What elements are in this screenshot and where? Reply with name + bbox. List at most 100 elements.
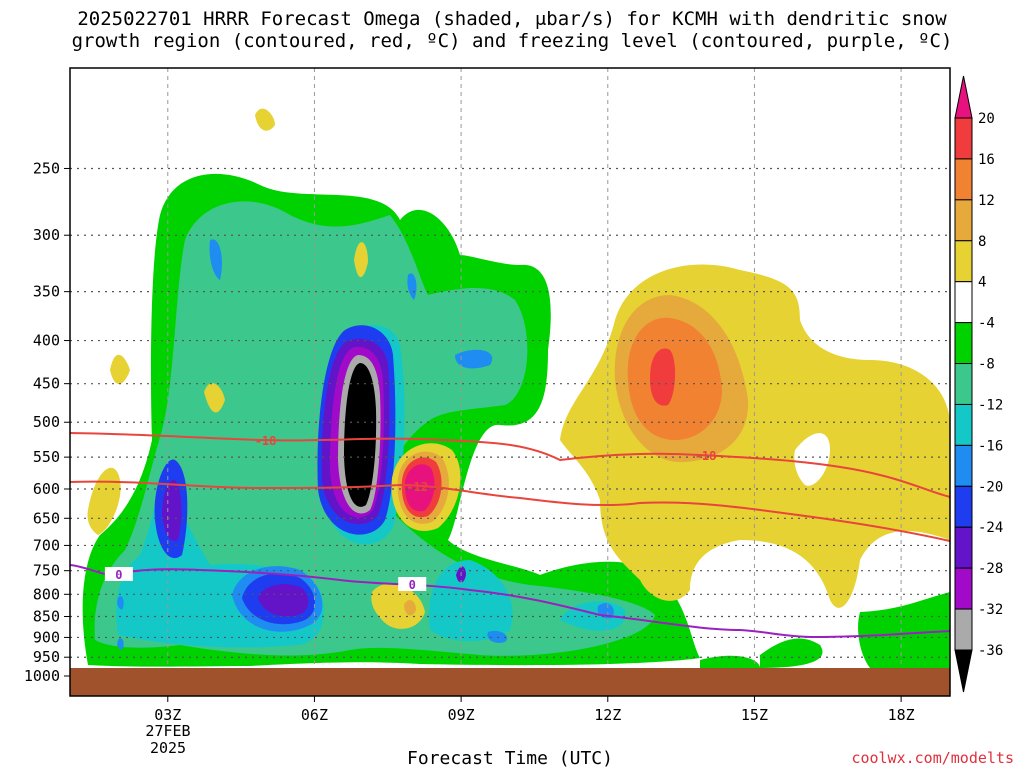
omega-region-yellow-3 — [204, 383, 225, 413]
colorbar-label-20: 20 — [978, 111, 995, 127]
y-tick-label-600: 600 — [33, 480, 60, 498]
omega-region-orange-8z-low — [404, 599, 416, 616]
x-tick-label-18Z: 18Z — [888, 706, 915, 724]
contour-line-0 — [70, 564, 950, 639]
y-tick-label-350: 350 — [33, 283, 60, 301]
y-tick-label-550: 550 — [33, 448, 60, 466]
colorbar-arrow-top — [954, 75, 973, 119]
chart-title-line1: 2025022701 HRRR Forecast Omega (shaded, … — [77, 8, 947, 30]
y-tick-label-750: 750 — [33, 562, 60, 580]
colorbar-segment-10 — [954, 485, 973, 528]
contour-label-bg-0-1 — [398, 577, 427, 591]
colorbar-segment-7 — [954, 363, 973, 405]
x-date-label-1: 27FEB — [145, 722, 190, 740]
colorbar-segment-4 — [954, 240, 973, 283]
y-tick-label-950: 950 — [33, 648, 60, 666]
omega-region-green-right-3 — [700, 655, 760, 668]
colorbar-label--20: -20 — [978, 479, 1003, 495]
credit-link[interactable]: coolwx.com/modelts — [851, 749, 1014, 767]
colorbar-label--8: -8 — [978, 357, 995, 373]
contour-line-minus12 — [70, 480, 950, 542]
y-tick-label-500: 500 — [33, 413, 60, 431]
omega-region-yellow-8z-low — [371, 583, 425, 629]
contour-line-minus18 — [70, 432, 950, 498]
plot-frame — [69, 67, 951, 697]
omega-region-yellow-right — [560, 264, 950, 608]
y-tick-label-850: 850 — [33, 608, 60, 626]
y-tick-label-900: 900 — [33, 628, 60, 646]
colorbar-label-4: 4 — [978, 275, 986, 291]
colorbar: 20 16 12 8 4 -4 -8 -12 -16 -20 -24 -28 -32 -36 — [954, 75, 1003, 693]
contour-label--12-0: -12 — [406, 480, 428, 494]
omega-region-blue-spot-5 — [117, 596, 124, 610]
colorbar-label--28: -28 — [978, 561, 1003, 577]
y-tick-label-450: 450 — [33, 375, 60, 393]
colorbar-label-8: 8 — [978, 234, 986, 250]
colorbar-segment-6 — [954, 322, 973, 365]
omega-region-yellow-1 — [255, 108, 275, 131]
omega-region-white-hole — [794, 433, 830, 486]
y-tick-label-650: 650 — [33, 509, 60, 527]
omega-region-blue-spot-6 — [117, 638, 124, 650]
colorbar-label-16: 16 — [978, 152, 995, 168]
contour-lines — [70, 432, 950, 639]
y-tick-label-700: 700 — [33, 536, 60, 554]
x-tick-label-03Z: 03Z — [154, 706, 181, 724]
colorbar-segment-8 — [954, 403, 973, 446]
colorbar-label--16: -16 — [978, 438, 1003, 454]
contour-label--18-0: -18 — [255, 434, 277, 448]
x-date-label-2: 2025 — [150, 739, 186, 757]
colorbar-segment-11 — [954, 526, 973, 569]
colorbar-label--32: -32 — [978, 602, 1003, 618]
omega-region-cyan-mid — [429, 560, 513, 642]
y-tick-label-250: 250 — [33, 159, 60, 177]
x-axis-ticks: 03Z 06Z 09Z 12Z 15Z 18Z — [154, 696, 915, 724]
chart-title: 2025022701 HRRR Forecast Omega (shaded, … — [0, 8, 1024, 52]
colorbar-segment-3 — [954, 199, 973, 242]
colorbar-segment-5 — [954, 281, 973, 324]
omega-region-green-right-1 — [760, 638, 823, 668]
y-axis-ticks: 250 300 350 400 450 500 550 600 650 700 750 800 850 9… — [24, 159, 70, 685]
x-tick-label-12Z: 12Z — [594, 706, 621, 724]
colorbar-arrow-bottom — [954, 649, 973, 693]
omega-region-yellow-2 — [110, 354, 130, 384]
y-tick-label-400: 400 — [33, 332, 60, 350]
omega-region-03z-purple — [162, 479, 182, 542]
x-tick-label-09Z: 09Z — [448, 706, 475, 724]
omega-shaded-field — [82, 108, 950, 668]
omega-region-yellow-4 — [354, 242, 368, 278]
chart-title-line2: growth region (contoured, red, ºC) and f… — [71, 30, 953, 52]
colorbar-label--4: -4 — [978, 316, 995, 332]
omega-region-core-black — [344, 363, 377, 507]
colorbar-segment-1 — [954, 117, 973, 160]
omega-region-red — [650, 348, 676, 406]
y-tick-label-800: 800 — [33, 585, 60, 603]
contour-labels: -18 -18 -12 0 0 — [104, 434, 717, 592]
grid-lines — [70, 68, 950, 668]
contour-label-bg-0-0 — [104, 567, 133, 581]
colorbar-label--24: -24 — [978, 520, 1003, 536]
omega-region-8z-magenta — [404, 464, 435, 512]
colorbar-segment-12 — [954, 567, 973, 610]
colorbar-segment-13 — [954, 608, 973, 651]
x-axis-title: Forecast Time (UTC) — [407, 748, 613, 768]
y-tick-label-300: 300 — [33, 226, 60, 244]
ground-surface — [70, 668, 950, 696]
colorbar-label-12: 12 — [978, 193, 995, 209]
contour-label-0-0: 0 — [115, 568, 122, 582]
omega-region-blue-spot-7 — [407, 273, 417, 300]
colorbar-label--36: -36 — [978, 643, 1003, 659]
x-tick-label-15Z: 15Z — [741, 706, 768, 724]
contour-label-0-1: 0 — [409, 578, 416, 592]
contour-label--18-1: -18 — [695, 449, 717, 463]
colorbar-segment-2 — [954, 158, 973, 201]
omega-region-blue-spot — [209, 239, 222, 280]
omega-region-low-purple — [258, 584, 309, 617]
x-tick-label-06Z: 06Z — [301, 706, 328, 724]
colorbar-label--12: -12 — [978, 397, 1003, 413]
colorbar-segment-9 — [954, 444, 973, 487]
y-tick-label-1000: 1000 — [24, 667, 60, 685]
omega-region-green-right-2 — [858, 592, 950, 668]
omega-region-blue-spot-2 — [455, 349, 493, 369]
